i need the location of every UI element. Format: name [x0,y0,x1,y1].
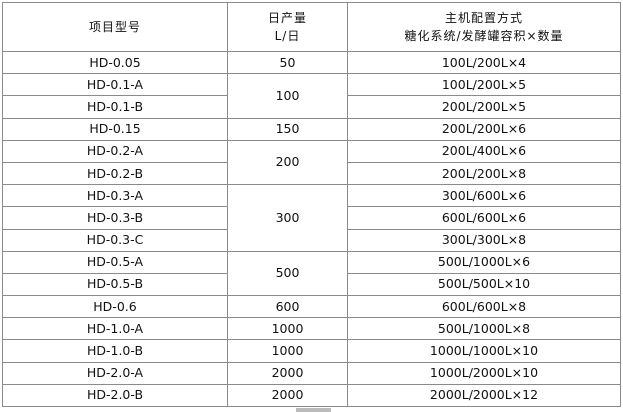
model-cell: HD-0.1-B [2,95,228,119]
model-cell: HD-0.6 [2,295,228,319]
model-cell: HD-0.05 [2,50,228,75]
table-row: HD-0.3-A 300 300L/600L×6 [2,184,621,252]
output-cell: 200 [227,139,348,186]
header-row: 项目型号 日产量 L/日 主机配置方式糖化系统/发酵罐容积×数量 [2,2,621,52]
output-cell: 2000 [227,383,348,408]
table-row: HD-0.05 50 100L/200L×4 [2,50,621,75]
table-row: HD-0.15 150 200L/200L×6 [2,117,621,141]
config-cell: 200L/200L×6 [347,117,621,141]
model-cell: HD-1.0-B [2,339,228,363]
product-config-table: 项目型号 日产量 L/日 主机配置方式 糖化系统/发酵罐容积×数量 HD-0.05 5… [2,2,621,408]
table-row: HD-0.2-A 200 200L/400L×6 [2,139,621,186]
output-cell: 150 [227,117,348,141]
config-cell: 100L/200L×5 [347,73,621,97]
config-cell: 200L/400L×6 [347,139,621,163]
output-cell: 2000 [227,361,348,385]
model-cell: HD-0.3-C [2,228,228,252]
model-cell: HD-0.3-A [2,184,228,208]
header-model: 项目型号 [2,2,228,52]
table-row: HD-1.0-B 1000 1000L/1000L×10 [2,339,621,363]
model-cell: HD-0.5-A [2,250,228,274]
output-cell: 100 [227,73,348,119]
model-cell: HD-0.5-B [2,272,228,297]
output-cell: 1000 [227,317,348,341]
output-cell: 600 [227,295,348,319]
table-row: HD-0.5-B 500L/500L×10 [2,272,621,297]
table-row: HD-0.1-A 100 100L/200L×5 [2,73,621,119]
header-config-sub: 糖化系统/发酵罐容积×数量 [404,29,564,43]
output-cell: 50 [227,50,348,75]
header-config-label: 主机配置方式 [444,11,523,25]
config-cell: 600L/600L×8 [347,295,621,319]
output-cell: 300 [227,184,348,252]
table-row: HD-2.0-A 2000 1000L/2000L×10 [2,361,621,385]
config-cell: 300L/300L×8 [347,228,621,252]
table-row: HD-0.6 600 600L/600L×8 [2,295,621,319]
output-cell: 500 [227,250,348,297]
header-daily-output-unit: L/日 [274,29,301,43]
config-cell: 500L/1000L×6 [347,250,621,274]
config-cell: 2000L/2000L×12 [347,383,621,408]
config-cell: 500L/1000L×8 [347,317,621,341]
config-cell: 300L/600L×6 [347,184,621,208]
config-cell: 1000L/1000L×10 [347,339,621,363]
config-cell: 100L/200L×4 [347,50,621,75]
model-cell: HD-0.2-B [2,161,228,186]
table-row: HD-1.0-A 1000 500L/1000L×8 [2,317,621,341]
model-cell: HD-0.3-B [2,206,228,230]
header-daily-output: 日产量 L/日 [227,2,348,52]
model-cell: HD-0.1-A [2,73,228,97]
config-cell: 600L/600L×6 [347,206,621,230]
config-cell: 1000L/2000L×10 [347,361,621,385]
model-cell: HD-0.2-A [2,139,228,163]
output-cell: 1000 [227,339,348,363]
table-row: HD-2.0-B 2000 2000L/2000L×12 [2,383,621,408]
model-cell: HD-0.15 [2,117,228,141]
table-row: HD-0.1-B 200L/200L×5 [2,95,621,119]
bottom-edge-mark [296,408,331,412]
header-daily-output-label: 日产量 [267,11,307,25]
model-cell: HD-2.0-B [2,383,228,408]
config-cell: 200L/200L×8 [347,161,621,186]
model-cell: HD-1.0-A [2,317,228,341]
config-cell: 500L/500L×10 [347,272,621,297]
header-config: 主机配置方式糖化系统/发酵罐容积×数量 [347,2,621,52]
table-row: HD-0.5-A 500 500L/1000L×6 [2,250,621,297]
config-cell: 200L/200L×5 [347,95,621,119]
model-cell: HD-2.0-A [2,361,228,385]
table-row: HD-0.3-B 600L/600L×6 [2,206,621,230]
